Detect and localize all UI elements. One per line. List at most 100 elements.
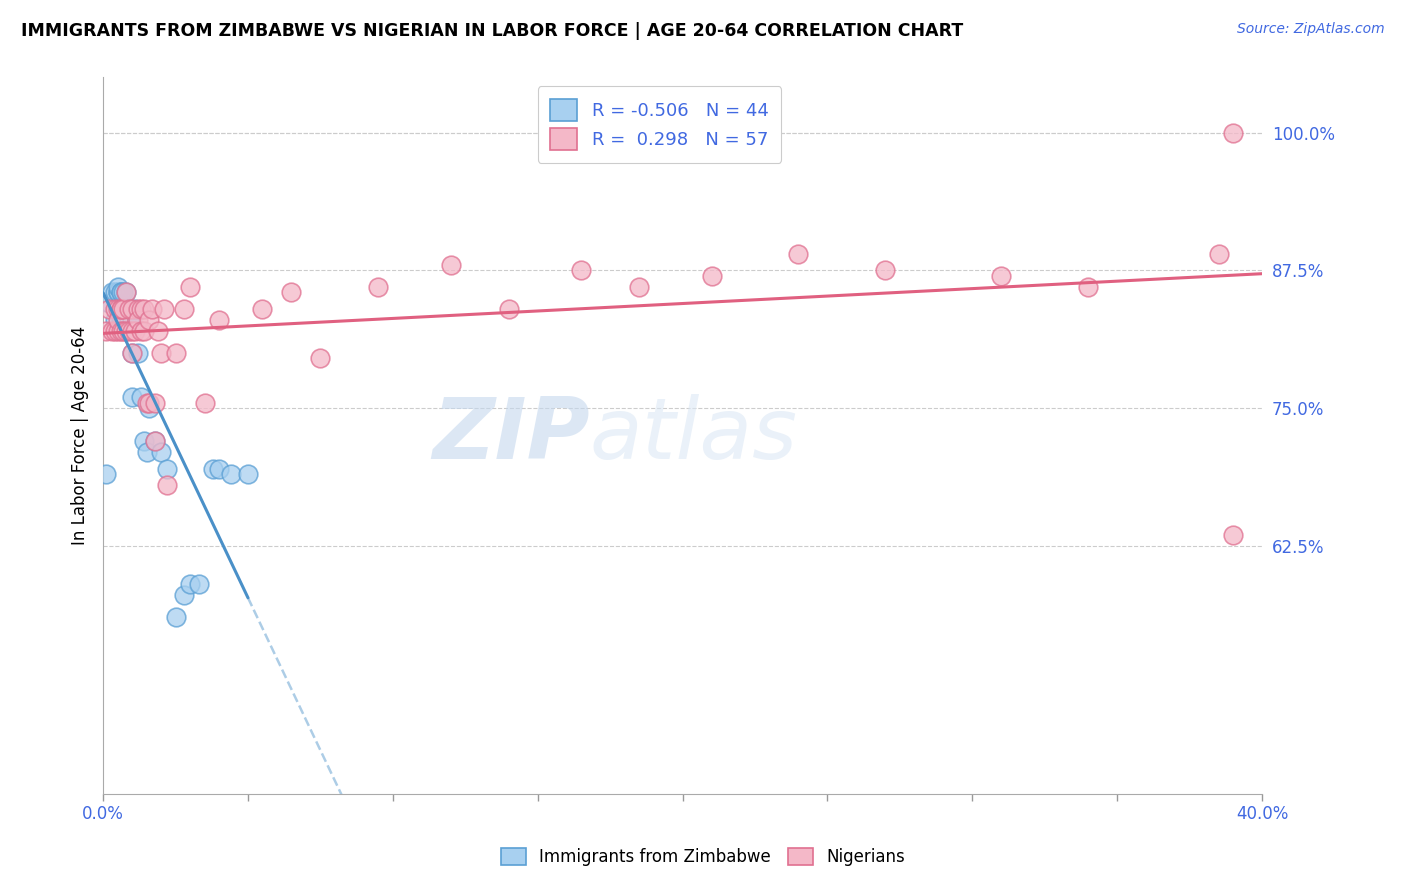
Point <box>110 313 132 327</box>
Point <box>127 301 149 316</box>
Point <box>1222 126 1244 140</box>
Point <box>112 301 135 316</box>
Point <box>132 301 155 316</box>
Point <box>569 263 592 277</box>
Point <box>115 285 138 300</box>
Point <box>127 313 149 327</box>
Legend: Immigrants from Zimbabwe, Nigerians: Immigrants from Zimbabwe, Nigerians <box>492 840 914 875</box>
Point <box>252 301 274 316</box>
Point <box>173 588 195 602</box>
Point <box>107 324 129 338</box>
Text: Source: ZipAtlas.com: Source: ZipAtlas.com <box>1237 22 1385 37</box>
Point <box>118 324 141 338</box>
Point <box>107 285 129 300</box>
Point <box>193 395 215 409</box>
Point <box>104 285 127 300</box>
Point <box>700 268 723 283</box>
Text: IMMIGRANTS FROM ZIMBABWE VS NIGERIAN IN LABOR FORCE | AGE 20-64 CORRELATION CHAR: IMMIGRANTS FROM ZIMBABWE VS NIGERIAN IN … <box>21 22 963 40</box>
Point <box>143 395 166 409</box>
Point <box>97 301 120 316</box>
Point <box>440 258 463 272</box>
Point <box>143 434 166 448</box>
Point <box>129 324 152 338</box>
Point <box>208 461 231 475</box>
Point <box>104 313 127 327</box>
Point <box>138 401 160 415</box>
Point <box>118 301 141 316</box>
Point <box>156 461 179 475</box>
Legend: R = -0.506   N = 44, R =  0.298   N = 57: R = -0.506 N = 44, R = 0.298 N = 57 <box>537 87 782 163</box>
Point <box>219 467 242 482</box>
Point <box>1077 280 1099 294</box>
Point <box>875 263 897 277</box>
Point <box>153 301 176 316</box>
Point <box>135 395 157 409</box>
Point <box>110 285 132 300</box>
Point <box>107 301 129 316</box>
Point <box>110 324 132 338</box>
Point <box>107 285 129 300</box>
Point <box>148 324 170 338</box>
Point <box>236 467 259 482</box>
Point <box>187 577 209 591</box>
Point <box>124 301 146 316</box>
Point <box>115 301 138 316</box>
Point <box>101 324 124 338</box>
Point <box>94 324 117 338</box>
Point <box>121 301 143 316</box>
Point <box>121 346 143 360</box>
Point <box>127 346 149 360</box>
Point <box>110 301 132 316</box>
Point <box>112 313 135 327</box>
Point <box>97 296 120 310</box>
Point <box>1208 246 1230 260</box>
Point <box>112 285 135 300</box>
Point <box>104 324 127 338</box>
Point <box>208 313 231 327</box>
Point <box>141 301 163 316</box>
Point <box>202 461 225 475</box>
Point <box>107 301 129 316</box>
Point <box>112 301 135 316</box>
Point <box>112 324 135 338</box>
Point <box>107 313 129 327</box>
Point <box>135 445 157 459</box>
Point <box>138 313 160 327</box>
Point <box>132 434 155 448</box>
Point <box>156 478 179 492</box>
Point <box>121 324 143 338</box>
Point <box>150 445 173 459</box>
Point <box>107 301 129 316</box>
Point <box>112 301 135 316</box>
Point <box>107 280 129 294</box>
Point <box>165 346 187 360</box>
Point <box>101 285 124 300</box>
Point <box>498 301 520 316</box>
Point <box>179 577 201 591</box>
Point <box>115 285 138 300</box>
Point <box>110 285 132 300</box>
Point <box>1222 527 1244 541</box>
Point <box>118 313 141 327</box>
Y-axis label: In Labor Force | Age 20-64: In Labor Force | Age 20-64 <box>72 326 89 545</box>
Point <box>115 324 138 338</box>
Point <box>121 346 143 360</box>
Point <box>132 324 155 338</box>
Point <box>129 301 152 316</box>
Point <box>179 280 201 294</box>
Point <box>165 610 187 624</box>
Point <box>129 390 152 404</box>
Point <box>118 301 141 316</box>
Point <box>115 313 138 327</box>
Point <box>110 301 132 316</box>
Point <box>990 268 1012 283</box>
Point <box>121 313 143 327</box>
Point <box>150 346 173 360</box>
Text: ZIP: ZIP <box>432 394 591 477</box>
Point <box>94 467 117 482</box>
Point <box>173 301 195 316</box>
Point <box>121 390 143 404</box>
Point <box>138 395 160 409</box>
Point <box>367 280 389 294</box>
Point <box>124 324 146 338</box>
